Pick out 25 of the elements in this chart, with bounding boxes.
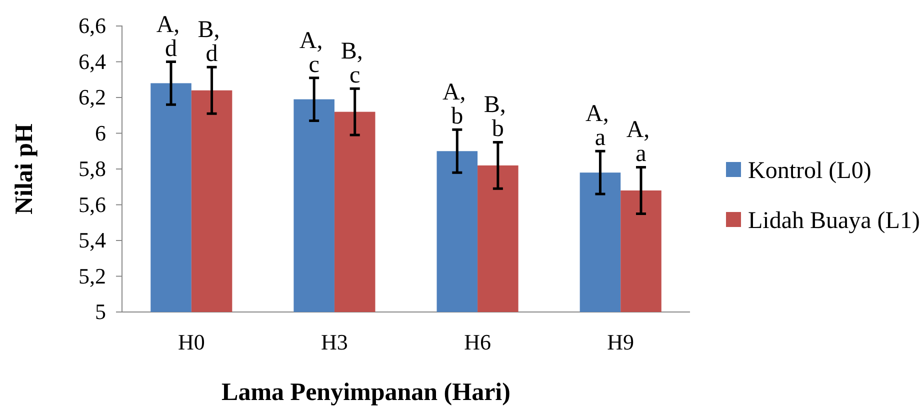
x-tick-label: H3 bbox=[321, 330, 348, 355]
y-tick-label: 5,2 bbox=[78, 263, 106, 288]
annotation: B, b bbox=[484, 92, 512, 142]
annotation: A, a bbox=[626, 117, 656, 168]
annotation: A, d bbox=[156, 12, 186, 62]
annotation: A, b bbox=[442, 80, 472, 130]
x-tick-label: H9 bbox=[607, 330, 634, 355]
y-tick-label: 6,2 bbox=[78, 84, 106, 110]
y-tick-label: 6,4 bbox=[78, 48, 106, 74]
annotation: B, d bbox=[198, 17, 226, 68]
legend-label: Kontrol (L0) bbox=[748, 158, 872, 184]
x-tick-label: H0 bbox=[178, 330, 205, 355]
y-tick-label: 5,8 bbox=[78, 156, 106, 182]
x-axis-title: Lama Penyimpanan (Hari) bbox=[222, 379, 510, 406]
y-tick-label: 5 bbox=[95, 299, 106, 324]
y-tick-label: 5,6 bbox=[78, 192, 106, 217]
y-axis-title: Nilai pH bbox=[11, 122, 38, 214]
annotation: A, c bbox=[299, 28, 329, 78]
y-tick-label: 6,6 bbox=[78, 13, 106, 38]
annotation: A, a bbox=[586, 101, 615, 152]
annotation: B, c bbox=[340, 38, 369, 89]
x-tick-label: H6 bbox=[464, 330, 491, 355]
y-tick-label: 5,4 bbox=[78, 228, 106, 253]
legend-label: Lidah Buaya (L1) bbox=[748, 208, 920, 234]
y-tick-label: 6 bbox=[95, 120, 106, 146]
